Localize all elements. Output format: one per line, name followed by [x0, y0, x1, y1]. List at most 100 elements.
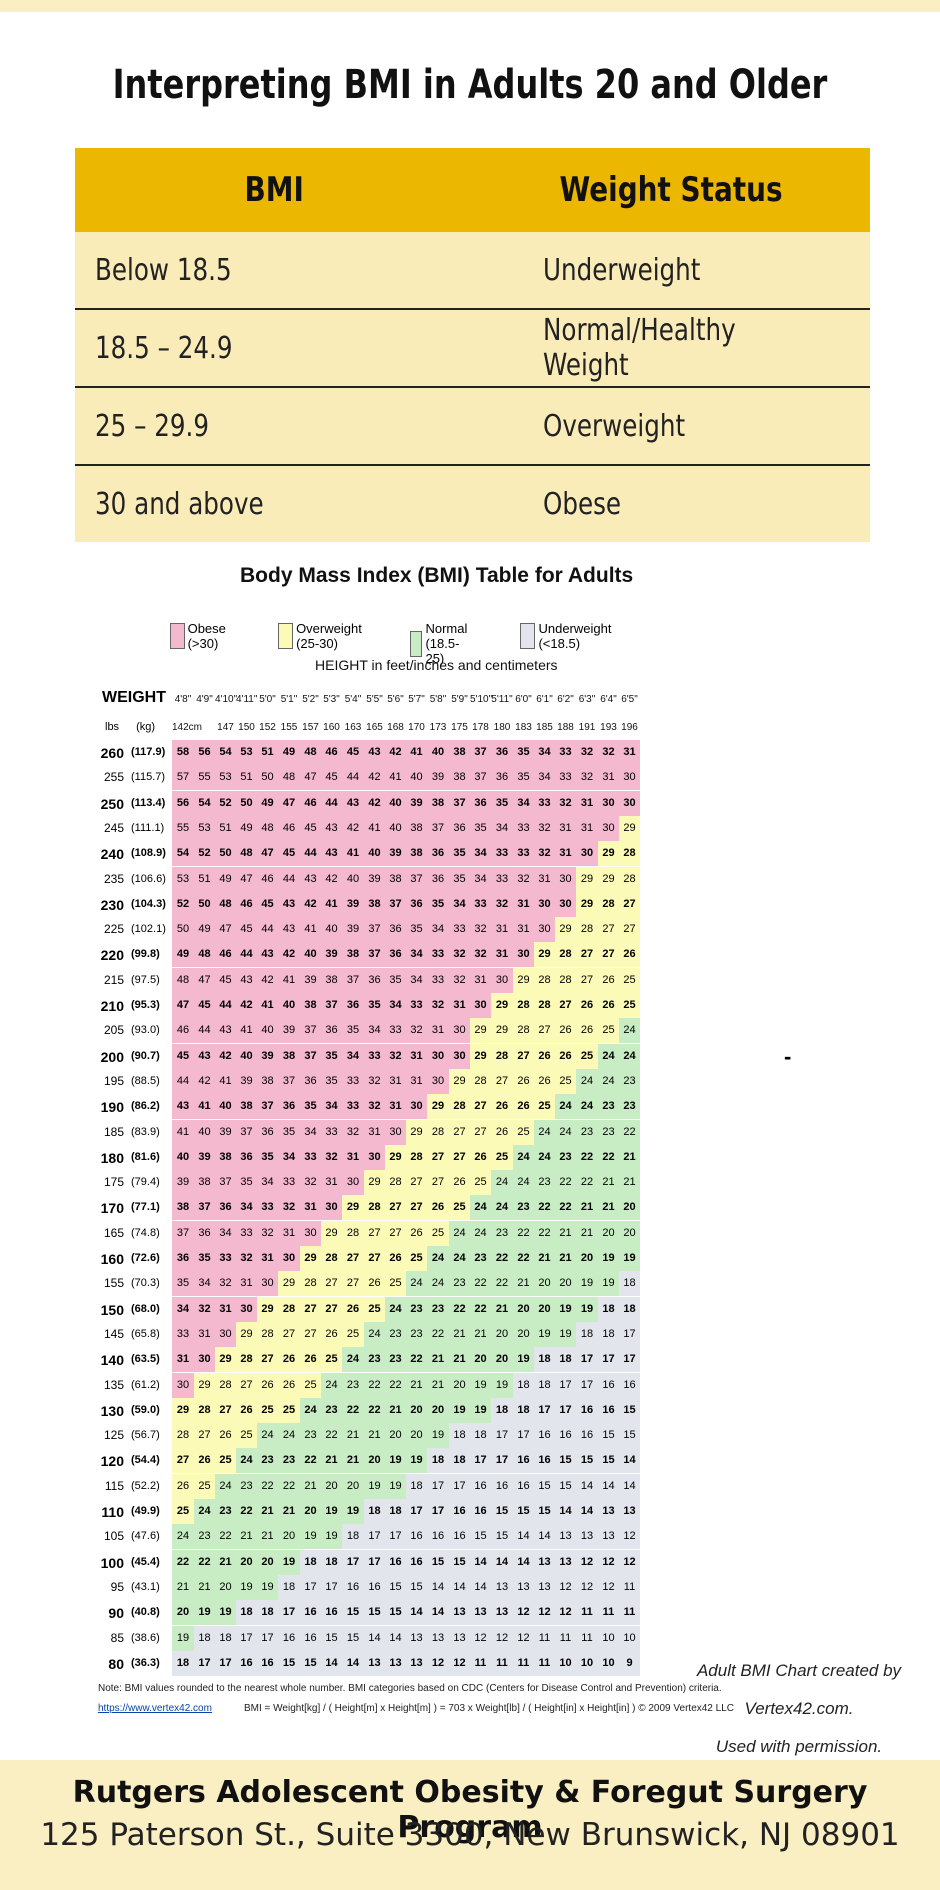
bmi-cell: 22 — [194, 1549, 215, 1575]
height-ft-label: 4'10" — [215, 694, 238, 705]
bmi-cell: 35 — [427, 891, 449, 917]
height-ft-label: 6'1" — [536, 694, 553, 705]
bmi-cell: 29 — [342, 1195, 364, 1221]
bmi-cell: 18 — [513, 1372, 534, 1398]
bmi-cell: 19 — [194, 1600, 215, 1626]
bmi-cell: 34 — [513, 790, 534, 816]
height-ft-label: 5'9" — [451, 694, 468, 705]
bmi-cell: 25 — [619, 993, 640, 1018]
bmi-cell: 29 — [385, 1144, 406, 1170]
weight-kg-label: (61.2) — [131, 1378, 160, 1391]
bmi-cell: 23 — [619, 1068, 640, 1094]
bmi-cell: 16 — [555, 1423, 576, 1449]
table-row: 18.5 – 24.9 Normal/Healthy Weight — [75, 309, 870, 388]
height-cm-label: 185 — [536, 722, 553, 733]
table-row: Below 18.5 Underweight — [75, 232, 870, 310]
bmi-cell: 27 — [576, 967, 598, 993]
bmi-cell: 19 — [555, 1321, 576, 1347]
bmi-cell: 25 — [406, 1246, 427, 1271]
bmi-cell: 30 — [406, 1094, 427, 1120]
bmi-cell: 12 — [555, 1574, 576, 1600]
bmi-cell: 40 — [342, 866, 364, 892]
footer-org: Rutgers Adolescent Obesity & Foregut Sur… — [72, 1775, 868, 1845]
bmi-cell: 40 — [385, 815, 406, 841]
bmi-cell: 58 — [172, 740, 194, 765]
bmi-cell: 22 — [449, 1296, 470, 1322]
bmi-cell: 29 — [491, 993, 513, 1018]
bmi-cell: 42 — [278, 942, 300, 968]
bmi-cell: 26 — [598, 993, 619, 1018]
bmi-cell: 31 — [406, 1043, 427, 1069]
bmi-cell: 19 — [619, 1246, 640, 1271]
bmi-cell: 37 — [364, 917, 385, 943]
bmi-cell: 43 — [342, 790, 364, 816]
bmi-cell: 23 — [257, 1448, 278, 1474]
height-cm-label: 142cm — [172, 722, 203, 733]
bmi-cell: 31 — [321, 1170, 342, 1196]
bmi-cell: 15 — [321, 1625, 342, 1651]
bmi-cell: 16 — [534, 1423, 555, 1449]
weight-kg-label: (88.5) — [131, 1074, 160, 1087]
bmi-cell: 33 — [555, 740, 576, 765]
bmi-cell: 21 — [172, 1574, 194, 1600]
bmi-cell: 25 — [449, 1195, 470, 1221]
bmi-cell: 36 — [278, 1094, 300, 1120]
bmi-cell: 17 — [364, 1549, 385, 1575]
weight-lbs-label: 200 — [100, 1048, 124, 1065]
bmi-cell: 13 — [470, 1600, 491, 1626]
bmi-cell: 32 — [534, 841, 555, 867]
height-cm-label: 157 — [302, 722, 319, 733]
bmi-cell: 20 — [513, 1321, 534, 1347]
bmi-cell: 24 — [385, 1296, 406, 1322]
bmi-cell: 32 — [278, 1195, 300, 1221]
bmi-cell: 20 — [491, 1321, 513, 1347]
bmi-cell: 44 — [236, 942, 257, 968]
bmi-cell: 26 — [278, 1347, 300, 1373]
bmi-cell: 46 — [300, 790, 321, 816]
bmi-cell: 28 — [555, 942, 576, 968]
bmi-cell: 38 — [257, 1068, 278, 1094]
bmi-cell: 50 — [257, 765, 278, 791]
height-cm-label: 196 — [621, 722, 638, 733]
bmi-cell: 20 — [619, 1220, 640, 1246]
bmi-cell: 30 — [598, 790, 619, 816]
bmi-cell: 34 — [236, 1195, 257, 1221]
weight-lbs-label: 165 — [103, 1225, 124, 1240]
bmi-cell: 25 — [534, 1094, 555, 1120]
bmi-cell: 39 — [172, 1170, 194, 1196]
bmi-cell: 15 — [619, 1397, 640, 1423]
credit-line-2: Used with permission. — [715, 1737, 883, 1756]
bmi-cell: 31 — [470, 967, 491, 993]
weight-kg-label: (106.6) — [131, 872, 166, 885]
bmi-cell: 29 — [172, 1397, 194, 1423]
bmi-cell: 27 — [300, 1296, 321, 1322]
bmi-cell: 36 — [385, 942, 406, 968]
bmi-cell: 27 — [215, 1397, 236, 1423]
bmi-cell: 20 — [278, 1524, 300, 1550]
vertex42-link[interactable]: https://www.vertex42.com — [98, 1703, 212, 1714]
bmi-cell: 23 — [342, 1372, 364, 1398]
bmi-cell: 29 — [215, 1347, 236, 1373]
bmi-cell: 27 — [576, 942, 598, 968]
bmi-cell: 35 — [449, 841, 470, 867]
bmi-cell: 20 — [619, 1195, 640, 1221]
bmi-cell: 14 — [576, 1499, 598, 1524]
bmi-cell: 29 — [321, 1220, 342, 1246]
bmi-cell: 15 — [598, 1423, 619, 1449]
bmi-cell: 27 — [300, 1321, 321, 1347]
bmi-cell: 10 — [619, 1625, 640, 1651]
weight-lbs-label: 215 — [103, 972, 124, 987]
bmi-cell: 35 — [406, 917, 427, 943]
bmi-cell: 27 — [278, 1321, 300, 1347]
weight-kg-label: (47.6) — [131, 1530, 160, 1543]
bmi-cell: 26 — [321, 1321, 342, 1347]
height-cm-label: 191 — [578, 722, 596, 733]
bmi-cell: 16 — [598, 1372, 619, 1398]
bmi-cell: 30 — [491, 967, 513, 993]
bmi-cell: 40 — [406, 765, 427, 791]
bmi-cell: 31 — [427, 1018, 449, 1044]
bmi-cell: 24 — [576, 1094, 598, 1120]
bmi-cell: 26 — [385, 1246, 406, 1271]
bmi-cell: 25 — [470, 1170, 491, 1196]
height-ft-label: 4'8" — [174, 694, 192, 705]
